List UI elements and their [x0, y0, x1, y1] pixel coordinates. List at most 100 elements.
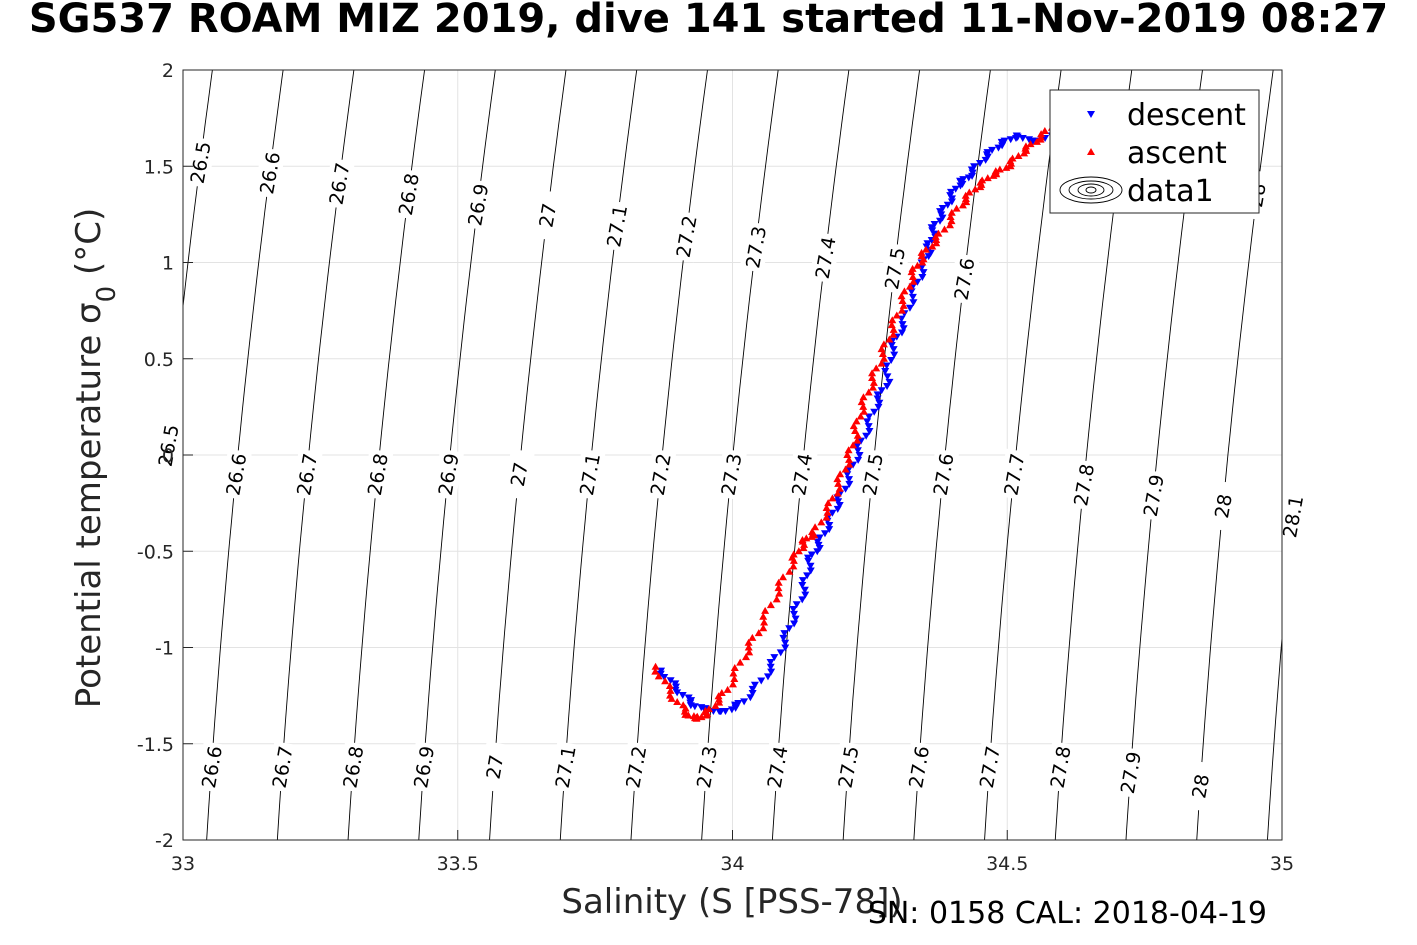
ascent-point — [741, 653, 750, 661]
ascent-point — [889, 325, 898, 333]
ascent-point — [1032, 137, 1041, 145]
ascent-point — [760, 618, 769, 626]
contour-label: 26.9 — [461, 178, 494, 231]
descent-point — [959, 176, 968, 184]
ascent-point — [946, 212, 955, 220]
ascent-point — [885, 335, 894, 343]
svg-text:27: 27 — [482, 753, 508, 781]
ascent-point — [878, 349, 887, 357]
ascent-point — [808, 528, 817, 535]
legend-contour-icon — [1059, 176, 1123, 204]
y-tick-label: 2 — [162, 60, 174, 82]
descent-point — [801, 591, 810, 599]
ascent-point — [766, 601, 775, 609]
descent-point — [845, 476, 854, 484]
ascent-point — [869, 378, 878, 386]
ascent-point — [794, 547, 803, 555]
ascent-point — [952, 204, 961, 212]
ascent-point — [680, 707, 689, 715]
ascent-point — [868, 383, 877, 391]
ascent-point — [836, 470, 845, 478]
descent-point — [781, 644, 790, 652]
contour-label: 28.1 — [1276, 490, 1309, 543]
ascent-point — [844, 446, 853, 454]
isopycnal-line — [1267, 632, 1282, 840]
ascent-point — [822, 513, 831, 521]
contour-label: 27.4 — [785, 448, 818, 501]
contour-label: 27.4 — [761, 741, 794, 793]
ascent-point — [833, 475, 842, 483]
x-tick-label: 34 — [720, 853, 744, 875]
ascent-point — [1026, 140, 1035, 148]
descent-point — [864, 413, 873, 421]
descent-point — [660, 674, 669, 682]
legend-label: descent — [1127, 98, 1246, 133]
ascent-point — [817, 518, 826, 526]
ascent-point — [759, 624, 768, 632]
legend-ascent-marker — [1087, 148, 1095, 155]
legend-label: ascent — [1127, 136, 1227, 171]
ascent-point — [945, 221, 954, 229]
ascent-point — [833, 489, 842, 497]
ascent-point — [905, 282, 914, 290]
descent-point — [951, 185, 960, 193]
contour-label: 27.2 — [644, 448, 677, 501]
descent-point — [666, 677, 675, 685]
descent-point — [798, 596, 807, 604]
contour-label: 27 — [502, 448, 535, 501]
descent-point — [767, 668, 776, 676]
ascent-point — [947, 217, 956, 225]
y-tick-label: 0.5 — [144, 349, 174, 371]
descent-point — [757, 677, 766, 685]
ascent-point — [852, 417, 861, 425]
ascent-point — [730, 664, 739, 672]
x-tick-label: 33.5 — [437, 853, 479, 875]
descent-point — [930, 221, 939, 228]
descent-point — [870, 408, 879, 416]
descent-point — [874, 403, 883, 411]
ascent-point — [868, 374, 877, 381]
ascent-point — [789, 550, 798, 558]
ascent-point — [774, 584, 783, 592]
descent-point — [864, 423, 873, 431]
descent-point — [913, 278, 922, 286]
descent-point — [740, 698, 749, 706]
contour-label: 26.6 — [219, 448, 252, 501]
descent-point — [803, 554, 812, 562]
y-tick-label: 0 — [162, 445, 174, 467]
ascent-point — [934, 229, 943, 237]
svg-text:27: 27 — [535, 202, 561, 230]
ascent-point — [744, 638, 753, 646]
y-tick-label: 1.5 — [144, 156, 174, 178]
descent-point — [766, 658, 775, 666]
ascent-point — [857, 398, 866, 406]
descent-point — [983, 149, 992, 157]
ascent-point — [673, 698, 682, 706]
descent-point — [938, 204, 947, 212]
ascent-point — [705, 705, 714, 713]
ascent-point — [717, 689, 726, 697]
legend-box — [1049, 89, 1260, 214]
ascent-point — [730, 674, 739, 682]
isopycnal-line — [1405, 12, 1417, 898]
descent-point — [828, 509, 837, 517]
descent-point — [899, 325, 908, 333]
ascent-point — [834, 479, 843, 487]
ascent-point — [835, 484, 844, 492]
ascent-point — [651, 662, 660, 670]
y-tick-label: -0.5 — [137, 541, 174, 563]
x-axis-label: Salinity (S [PSS-78]) — [561, 882, 902, 922]
ascent-point — [736, 658, 745, 666]
y-tick-label: -1 — [155, 638, 174, 660]
descent-point — [873, 391, 882, 399]
contour-label: 27.5 — [856, 448, 889, 501]
descent-point — [928, 227, 937, 235]
ascent-point — [789, 562, 798, 570]
descent-point — [820, 530, 829, 538]
contour-label: 27.1 — [600, 200, 633, 252]
contour-label: 26.9 — [432, 448, 465, 501]
ascent-point — [940, 225, 949, 233]
descent-point — [798, 577, 807, 585]
descent-point — [968, 172, 977, 180]
descent-point — [857, 437, 866, 445]
